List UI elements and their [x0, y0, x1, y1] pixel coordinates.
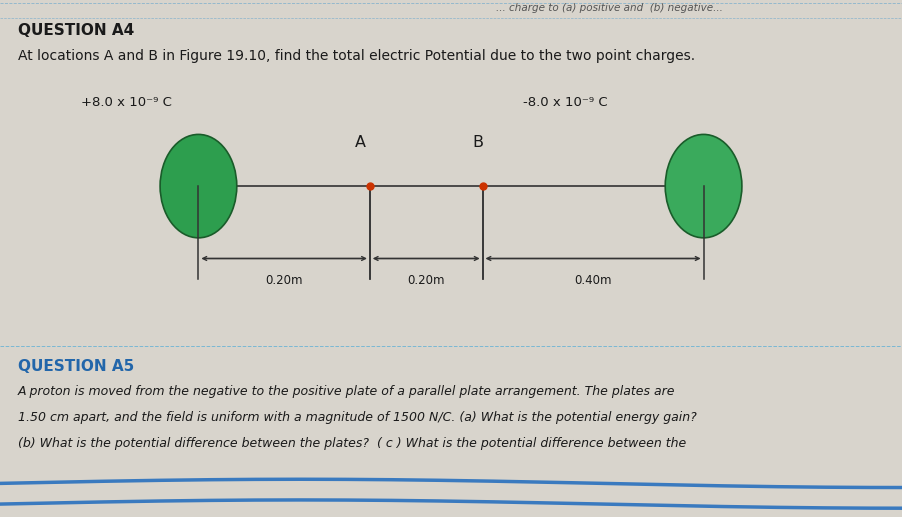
Text: 0.20m: 0.20m	[265, 274, 303, 287]
Ellipse shape	[161, 134, 236, 238]
Text: 1.50 cm apart, and the field is uniform with a magnitude of 1500 N/C. (a) What i: 1.50 cm apart, and the field is uniform …	[18, 411, 696, 424]
Text: A: A	[355, 135, 366, 150]
Text: ... charge to (a) positive and  (b) negative...: ... charge to (a) positive and (b) negat…	[496, 3, 723, 12]
Text: 0.20m: 0.20m	[408, 274, 445, 287]
Text: -8.0 x 10⁻⁹ C: -8.0 x 10⁻⁹ C	[523, 96, 608, 109]
Text: QUESTION A4: QUESTION A4	[18, 23, 134, 38]
Text: +8.0 x 10⁻⁹ C: +8.0 x 10⁻⁹ C	[81, 96, 172, 109]
Text: QUESTION A5: QUESTION A5	[18, 359, 134, 374]
Text: A proton is moved from the negative to the positive plate of a parallel plate ar: A proton is moved from the negative to t…	[18, 385, 676, 398]
Text: B: B	[473, 135, 483, 150]
Text: 0.40m: 0.40m	[575, 274, 612, 287]
Text: (b) What is the potential difference between the plates?  ( c ) What is the pote: (b) What is the potential difference bet…	[18, 437, 686, 450]
Text: At locations A and B in Figure 19.10, find the total electric Potential due to t: At locations A and B in Figure 19.10, fi…	[18, 49, 695, 63]
Ellipse shape	[666, 134, 742, 238]
